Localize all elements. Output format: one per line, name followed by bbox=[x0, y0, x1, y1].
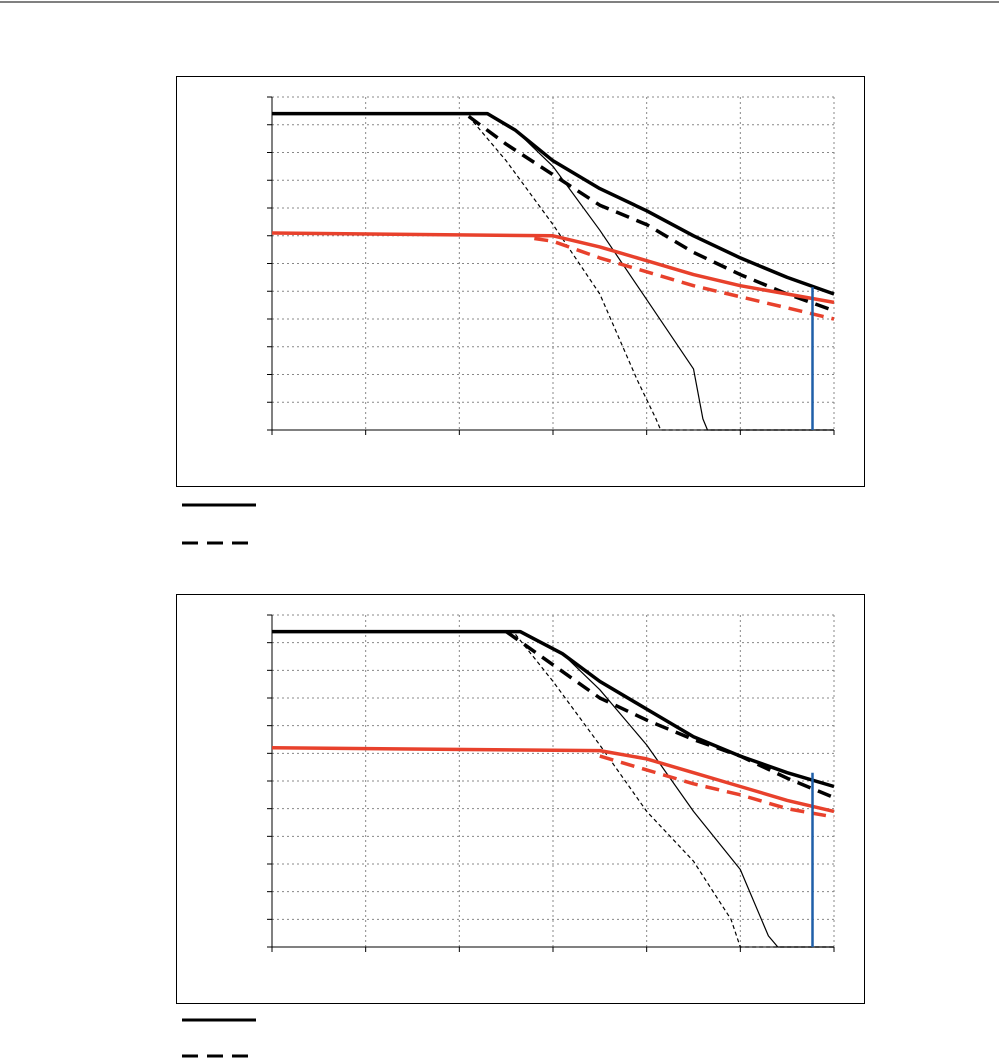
chart-frame bbox=[176, 594, 865, 1004]
series-line bbox=[515, 129, 834, 431]
series-line bbox=[271, 746, 835, 814]
series-line bbox=[599, 754, 835, 819]
series-line bbox=[272, 111, 835, 296]
series-line bbox=[272, 629, 835, 789]
series-line bbox=[505, 630, 835, 800]
series-line bbox=[561, 653, 834, 948]
series-line bbox=[271, 231, 835, 305]
series-line bbox=[467, 114, 835, 313]
chart-frame bbox=[176, 76, 865, 487]
series-line bbox=[468, 116, 834, 431]
series-line bbox=[515, 634, 834, 948]
series-line bbox=[534, 236, 835, 321]
